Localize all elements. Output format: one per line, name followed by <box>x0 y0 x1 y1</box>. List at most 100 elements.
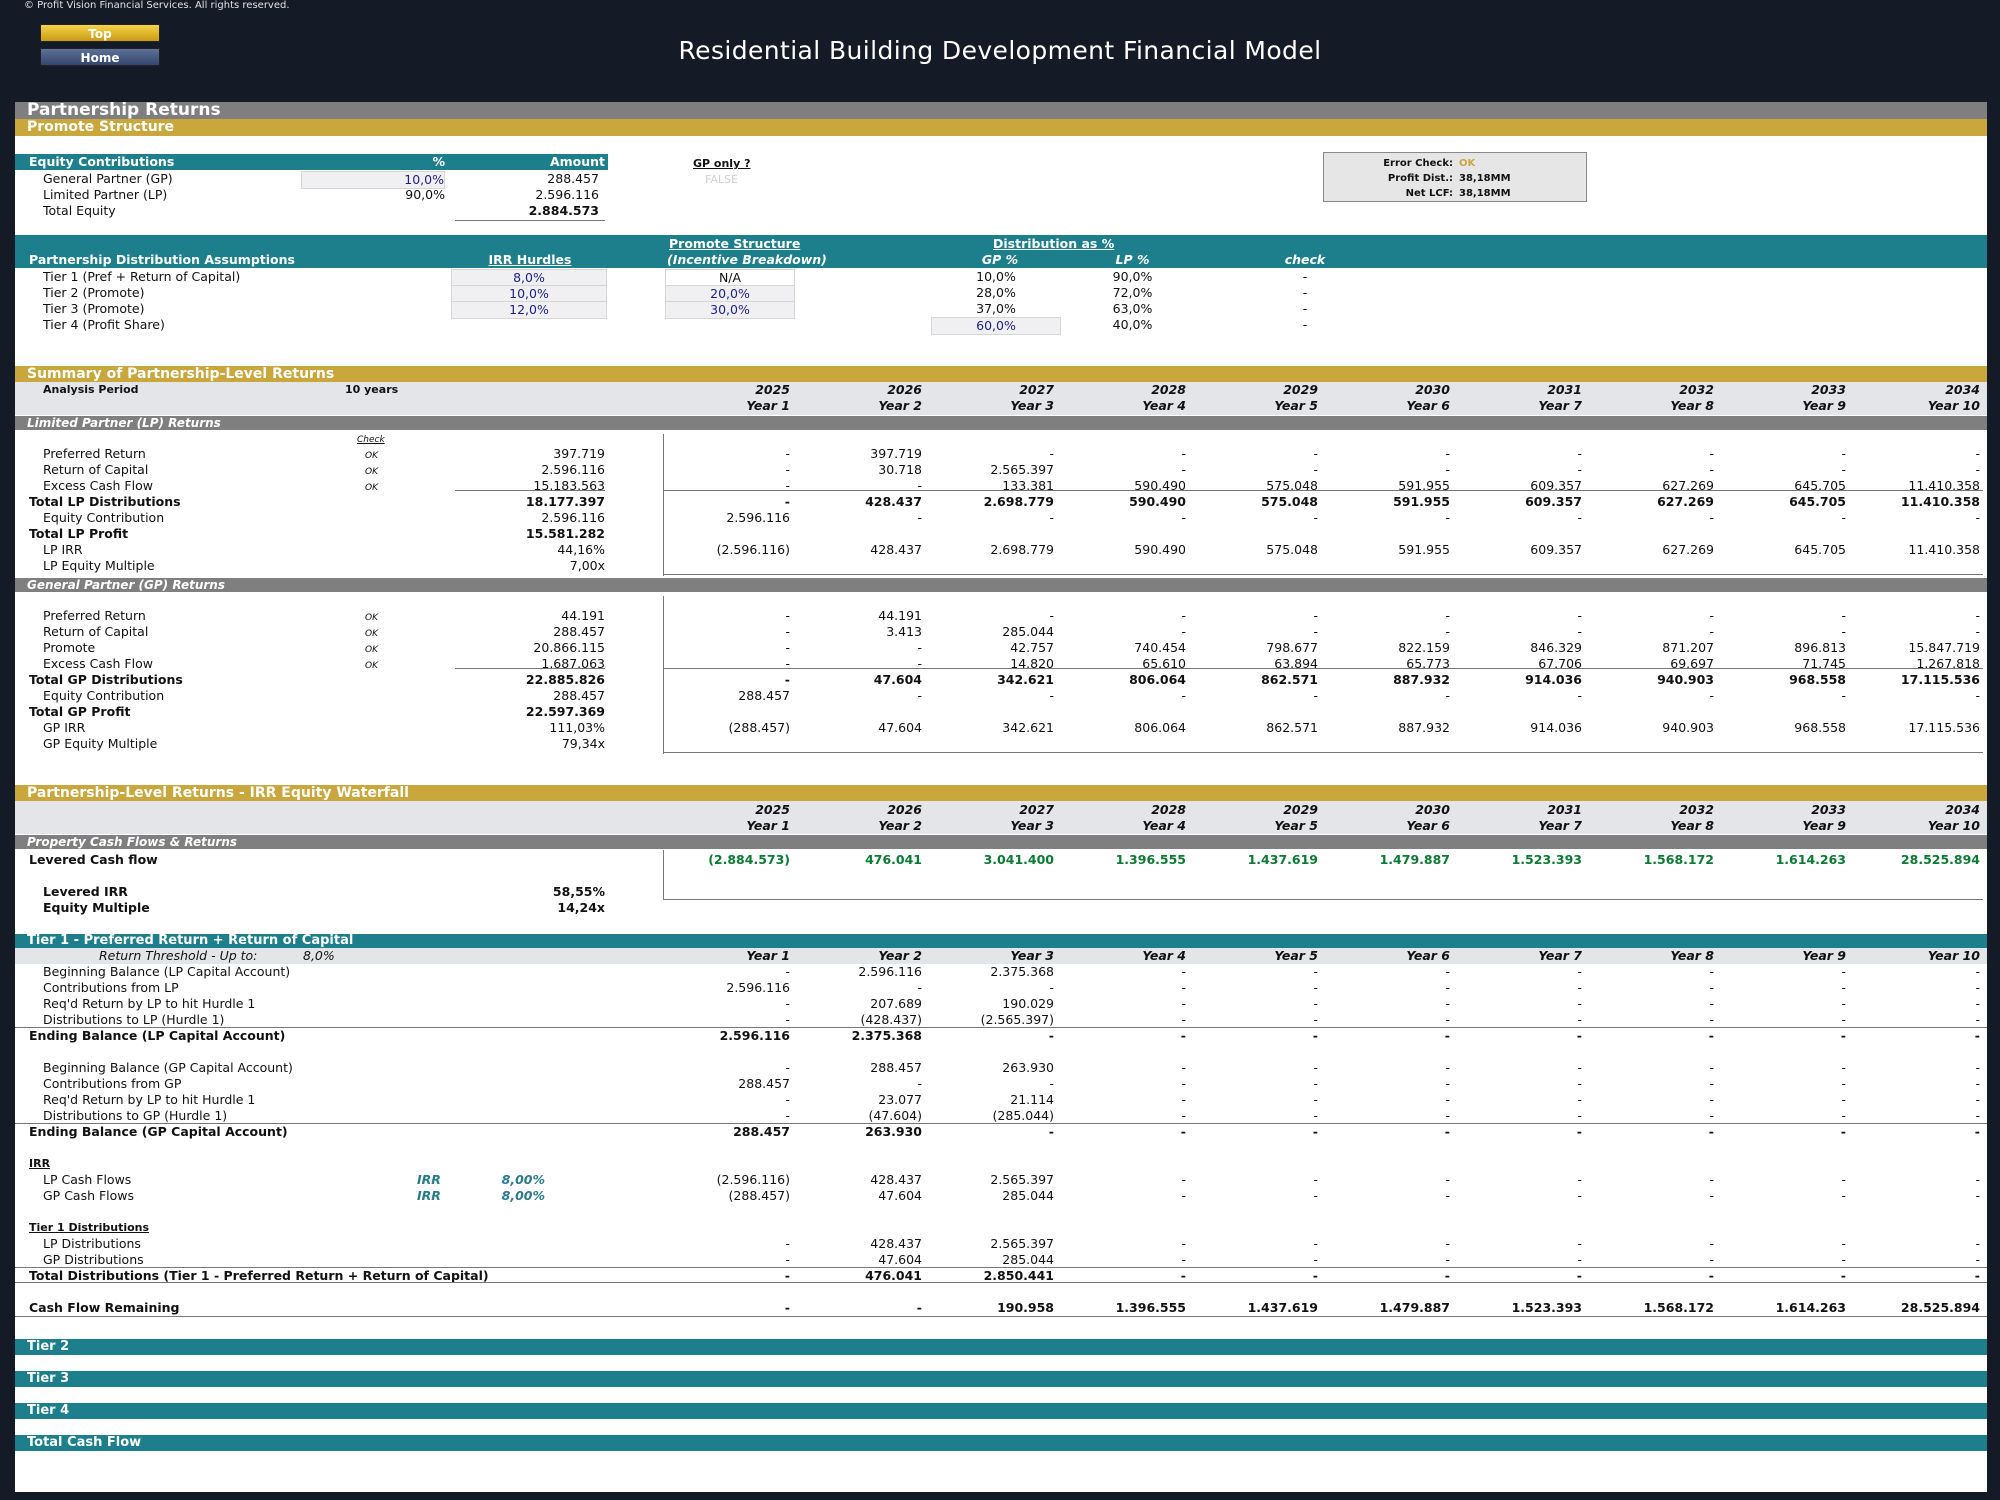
tier1-cell: - <box>1312 1124 1318 1139</box>
gp-cell: - <box>784 672 790 687</box>
lp-cell: (2.596.116) <box>716 542 790 557</box>
tier1-dist-cell: - <box>1576 1268 1582 1283</box>
tier1-cell: - <box>1048 1028 1054 1043</box>
lp-cell: 133.381 <box>1002 478 1054 493</box>
tier1-dist-cell: - <box>785 1252 790 1267</box>
levered-table-left-border <box>663 850 664 900</box>
total-equity-line <box>455 220 605 221</box>
tier1-cell: 263.930 <box>1002 1060 1054 1075</box>
irr-hurdle-1[interactable]: 8,0% <box>451 269 607 287</box>
gp-cell: 740.454 <box>1134 640 1186 655</box>
tier1-cell: - <box>1577 980 1582 995</box>
home-button[interactable]: Home <box>40 48 160 66</box>
gp-only-value[interactable]: FALSE <box>705 173 738 186</box>
gp-cell: 342.621 <box>997 672 1054 687</box>
tier1-dist-cell: - <box>1313 1236 1318 1251</box>
tier1-cell: - <box>1576 1028 1582 1043</box>
gp-pct-4[interactable]: 60,0% <box>931 317 1061 335</box>
gp-cell: 69.697 <box>1670 656 1714 671</box>
gp-cell: 65.773 <box>1406 656 1450 671</box>
lp-cell: 11.410.358 <box>1900 494 1980 509</box>
lp-cell: 575.048 <box>1266 478 1318 493</box>
lp-cell: 591.955 <box>1398 478 1450 493</box>
gp-cell: (288.457) <box>728 720 790 735</box>
gp-cell: - <box>1709 688 1714 703</box>
tier1-cell: (285.044) <box>992 1108 1054 1123</box>
equity-amount-3: 2.884.573 <box>528 203 599 218</box>
tier-check-4: - <box>1302 317 1308 332</box>
collapsed-band-4: Tier 4 <box>15 1403 1987 1419</box>
tier1-row-label: Beginning Balance (GP Capital Account) <box>43 1060 293 1075</box>
lp-row-total: 15.581.282 <box>525 526 605 541</box>
levered-cf-10: 28.525.894 <box>1900 852 1980 867</box>
summary-period-2: Year 2 <box>878 398 922 413</box>
summary-period-9: Year 9 <box>1802 398 1846 413</box>
irr-cell: (2.596.116) <box>716 1172 790 1187</box>
equity-header: Equity Contributions <box>29 154 175 169</box>
summary-year-3: 2027 <box>1019 382 1054 397</box>
lp-cell: - <box>784 494 790 509</box>
tier1-cell: - <box>1445 1076 1450 1091</box>
tier1-row-label: Beginning Balance (LP Capital Account) <box>43 964 291 979</box>
tier1-cell: - <box>1313 1092 1318 1107</box>
equity-header-bar <box>15 154 608 170</box>
irr-hurdle-3[interactable]: 12,0% <box>451 301 607 319</box>
check-label-1: Error Check: <box>1383 158 1453 169</box>
tier1-cell: - <box>1709 964 1714 979</box>
lp-row-total: 397.719 <box>553 446 605 461</box>
gp-cell: 862.571 <box>1266 720 1318 735</box>
irr-cell: 285.044 <box>1002 1188 1054 1203</box>
gp-cell: 285.044 <box>1002 624 1054 639</box>
levered-cf-9: 1.614.263 <box>1775 852 1846 867</box>
gp-cell: - <box>1975 608 1980 623</box>
tier1-distributions-title: Tier 1 Distributions <box>29 1221 150 1234</box>
promote-sub-header: (Incentive Breakdown) <box>667 252 827 267</box>
lp-pct-3: 63,0% <box>1112 301 1153 316</box>
irr-tag: IRR <box>417 1188 441 1203</box>
summary-period-5: Year 5 <box>1274 398 1318 413</box>
equity-row-label: General Partner (GP) <box>43 171 173 186</box>
gp-table-left-border <box>663 596 664 754</box>
lp-cell: 645.705 <box>1794 542 1846 557</box>
tier1-cell: - <box>917 980 922 995</box>
gp-cell: - <box>1313 624 1318 639</box>
waterfall-year-4: 2028 <box>1151 802 1186 817</box>
waterfall-year-5: 2029 <box>1283 802 1318 817</box>
promote-value-3[interactable]: 30,0% <box>665 301 795 319</box>
tier1-cell: - <box>1445 996 1450 1011</box>
distribution-header-bar <box>15 235 1987 268</box>
gp-table-bottom <box>663 752 1983 753</box>
tier1-cell: - <box>1181 964 1186 979</box>
tier1-cell: - <box>917 1076 922 1091</box>
gp-row-label: Total GP Profit <box>29 704 131 719</box>
lp-cell: - <box>785 478 790 493</box>
threshold-value: 8,0% <box>303 948 335 963</box>
collapsed-band-3: Tier 3 <box>15 1371 1987 1387</box>
distribution-header: Partnership Distribution Assumptions <box>29 252 295 267</box>
tier1-dist-cell: - <box>1975 1252 1980 1267</box>
tier1-dist-cell: - <box>1444 1268 1450 1283</box>
gp-returns-band: General Partner (GP) Returns <box>15 578 1987 592</box>
tier1-cell: - <box>1444 1028 1450 1043</box>
tier1-dist-cell: 2.850.441 <box>983 1268 1054 1283</box>
top-button[interactable]: Top <box>40 24 160 42</box>
lp-cell: - <box>1841 462 1846 477</box>
waterfall-year-2: 2026 <box>887 802 922 817</box>
tier1-cell: 288.457 <box>733 1124 790 1139</box>
irr-cell: - <box>1313 1172 1318 1187</box>
lp-cell: 609.357 <box>1525 494 1582 509</box>
remaining-9: 1.614.263 <box>1775 1300 1846 1315</box>
levered-cf-8: 1.568.172 <box>1643 852 1714 867</box>
lp-cell: 2.698.779 <box>983 494 1054 509</box>
summary-period-10: Year 10 <box>1927 398 1980 413</box>
lp-cell: 591.955 <box>1398 542 1450 557</box>
gp-cell: - <box>785 624 790 639</box>
tier1-dist-cell: - <box>1841 1252 1846 1267</box>
gp-row-label: Preferred Return <box>43 608 146 623</box>
summary-year-5: 2029 <box>1283 382 1318 397</box>
gp-cell: 806.064 <box>1129 672 1186 687</box>
tier1-cell: - <box>1709 996 1714 1011</box>
equity-pct-1[interactable]: 10,0% <box>301 171 445 189</box>
gp-cell: 871.207 <box>1662 640 1714 655</box>
levered-cf-4: 1.396.555 <box>1115 852 1186 867</box>
